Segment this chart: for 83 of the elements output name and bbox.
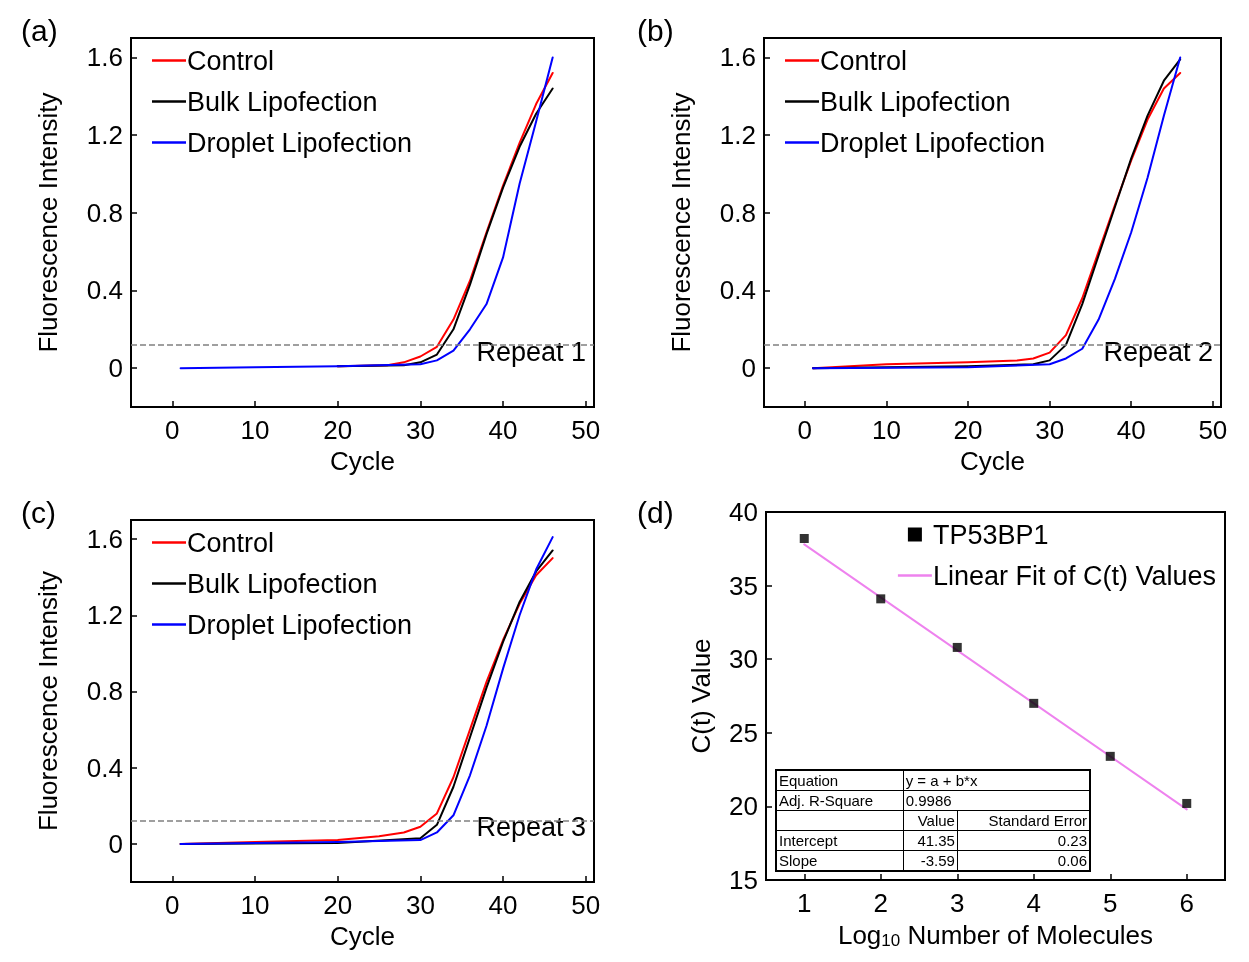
x-tick-label: 40 xyxy=(1116,415,1146,445)
annotation: Repeat 1 xyxy=(476,336,587,367)
x-tick-label: 1 xyxy=(797,888,812,918)
x-tick-label: 10 xyxy=(240,890,270,920)
y-tick-label: 1.2 xyxy=(86,600,123,631)
legend-label: Bulk Lipofection xyxy=(187,86,378,117)
annotation: 0.23 xyxy=(957,830,1090,851)
y-axis-title: Fluorescence Intensity xyxy=(33,92,63,353)
y-tick-label: 35 xyxy=(729,570,758,601)
y-tick-label: 1.6 xyxy=(86,524,123,555)
annotation: Intercept xyxy=(776,830,904,851)
y-tick-label: 1.2 xyxy=(719,120,756,151)
legend-label: Control xyxy=(820,45,908,76)
legend-label: Droplet Lipofection xyxy=(187,127,413,158)
y-axis-title: Fluorescence Intensity xyxy=(33,570,63,832)
legend-label: Linear Fit of C(t) Values xyxy=(932,560,1216,591)
annotation: -3.59 xyxy=(903,850,958,871)
x-tick-label: 40 xyxy=(488,415,518,445)
x-tick-label: 50 xyxy=(571,890,601,920)
y-tick-label: 0 xyxy=(108,828,123,859)
legend-label: Bulk Lipofection xyxy=(820,86,1011,117)
chart-title: (a) xyxy=(21,13,58,47)
x-tick-label: 20 xyxy=(323,890,353,920)
legend-label: TP53BP1 xyxy=(932,519,1049,550)
y-tick-label: 25 xyxy=(729,717,758,748)
x-tick-label: 50 xyxy=(1198,415,1228,445)
x-tick-label: 0 xyxy=(165,890,180,920)
y-tick-label: 0.4 xyxy=(86,275,123,306)
x-tick-label: 10 xyxy=(871,415,901,445)
annotation: Repeat 3 xyxy=(476,811,587,842)
annotation: Repeat 2 xyxy=(1103,336,1214,367)
x-axis-title: Cycle xyxy=(959,445,1026,476)
chart-title: (b) xyxy=(637,13,674,47)
x-tick-label: 3 xyxy=(950,888,965,918)
x-tick-label: 30 xyxy=(405,415,435,445)
x-tick-label: 10 xyxy=(240,415,270,445)
x-tick-label: 2 xyxy=(873,888,888,918)
x-axis-title: Cycle xyxy=(329,920,396,951)
y-tick-label: 0.4 xyxy=(719,275,756,306)
y-tick-label: 0.8 xyxy=(86,676,123,707)
x-tick-label: 20 xyxy=(323,415,353,445)
x-axis-title: Cycle xyxy=(329,445,396,476)
y-tick-label: 1.6 xyxy=(86,42,123,73)
y-tick-label: 20 xyxy=(729,791,758,822)
legend-label: Droplet Lipofection xyxy=(187,609,413,640)
x-tick-label: 4 xyxy=(1026,888,1041,918)
x-tick-label: 30 xyxy=(405,890,435,920)
y-tick-label: 1.2 xyxy=(86,120,123,151)
annotation: Equation xyxy=(776,770,904,791)
y-axis-title: C(t) Value xyxy=(686,638,716,754)
y-tick-label: 0.4 xyxy=(86,752,123,783)
x-axis-title: Log10 Number of Molecules xyxy=(837,919,1154,950)
annotation: y = a + b*x xyxy=(903,770,1090,791)
x-tick-label: 50 xyxy=(571,415,601,445)
legend-label: Control xyxy=(187,527,275,558)
y-tick-label: 0.8 xyxy=(719,197,756,228)
y-axis-title: Fluorescence Intensity xyxy=(666,92,696,353)
annotation: Standard Error xyxy=(957,810,1090,831)
chart-title: (d) xyxy=(637,495,674,529)
annotation: 0.06 xyxy=(957,850,1090,871)
y-tick-label: 0.8 xyxy=(86,197,123,228)
y-tick-label: 30 xyxy=(729,644,758,675)
x-tick-label: 20 xyxy=(953,415,983,445)
annotation: Value xyxy=(903,810,958,831)
x-tick-label: 0 xyxy=(165,415,180,445)
y-tick-label: 1.6 xyxy=(719,42,756,73)
annotation: Adj. R-Square xyxy=(776,790,904,811)
legend-label: Bulk Lipofection xyxy=(187,568,378,599)
legend-label: Control xyxy=(187,45,275,76)
y-tick-label: 15 xyxy=(729,865,758,895)
x-tick-label: 30 xyxy=(1035,415,1065,445)
x-tick-label: 0 xyxy=(797,415,813,445)
y-tick-label: 40 xyxy=(729,497,758,527)
x-tick-label: 6 xyxy=(1179,888,1194,918)
annotation: 41.35 xyxy=(903,830,958,851)
x-tick-label: 5 xyxy=(1103,888,1118,918)
y-tick-label: 0 xyxy=(108,353,123,384)
y-tick-label: 0 xyxy=(741,353,756,384)
x-tick-label: 40 xyxy=(488,890,518,920)
annotation: Slope xyxy=(776,850,904,871)
chart-title: (c) xyxy=(21,495,56,529)
annotation: 0.9986 xyxy=(903,790,1090,811)
legend-label: Droplet Lipofection xyxy=(820,127,1046,158)
